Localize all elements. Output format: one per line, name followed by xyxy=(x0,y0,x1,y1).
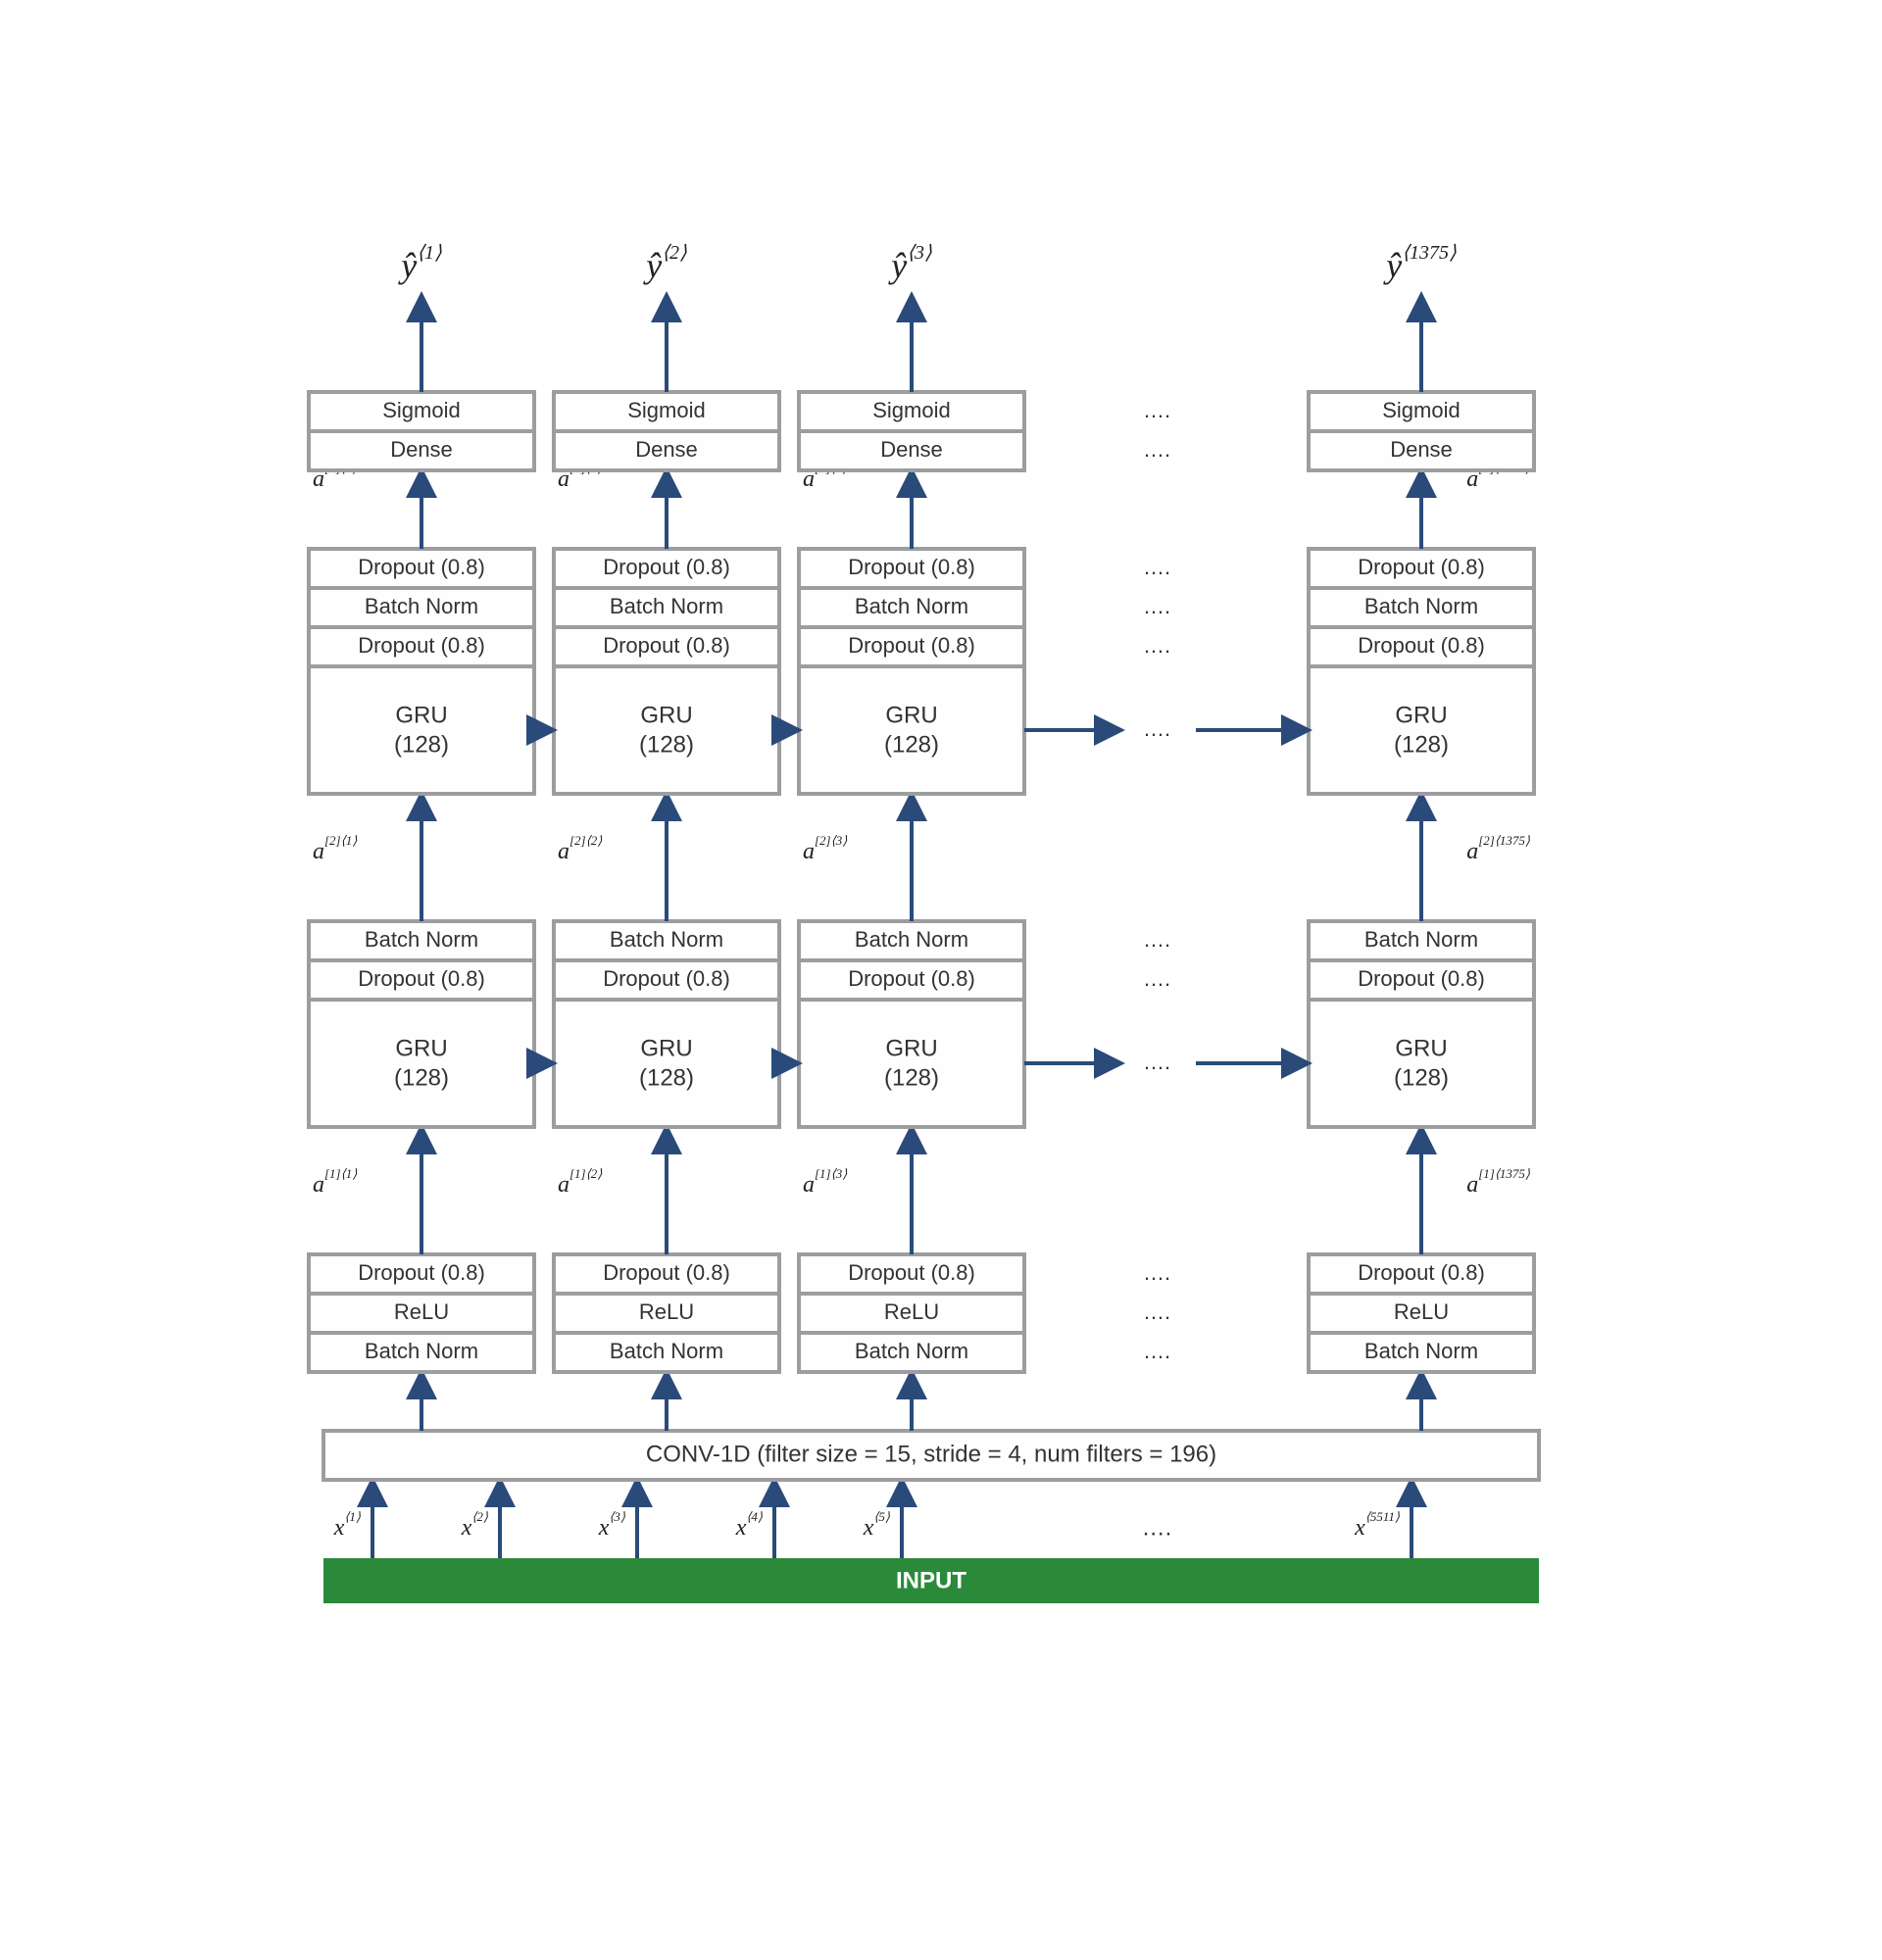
svg-text:CONV-1D (filter size = 15, str: CONV-1D (filter size = 15, stride = 4, n… xyxy=(646,1441,1216,1467)
svg-text:Dense: Dense xyxy=(390,437,453,462)
svg-text:Batch Norm: Batch Norm xyxy=(855,1339,968,1363)
svg-text:a[2]⟨2⟩: a[2]⟨2⟩ xyxy=(558,833,602,863)
svg-text:….: …. xyxy=(1143,633,1170,658)
svg-text:ReLU: ReLU xyxy=(1394,1299,1449,1324)
svg-text:Sigmoid: Sigmoid xyxy=(627,398,705,422)
svg-text:Dropout (0.8): Dropout (0.8) xyxy=(603,1260,730,1285)
svg-text:ReLU: ReLU xyxy=(884,1299,939,1324)
svg-text:(128): (128) xyxy=(1394,1064,1449,1091)
svg-text:….: …. xyxy=(1142,1514,1172,1541)
svg-text:Sigmoid: Sigmoid xyxy=(382,398,460,422)
svg-text:….: …. xyxy=(1143,716,1170,741)
svg-text:a[2]⟨3⟩: a[2]⟨3⟩ xyxy=(803,833,847,863)
svg-text:Dropout (0.8): Dropout (0.8) xyxy=(848,1260,975,1285)
svg-text:Dense: Dense xyxy=(880,437,943,462)
svg-text:Batch Norm: Batch Norm xyxy=(855,927,968,952)
svg-text:GRU: GRU xyxy=(885,1035,937,1061)
svg-text:ŷ⟨1375⟩: ŷ⟨1375⟩ xyxy=(1383,241,1457,285)
svg-text:x⟨2⟩: x⟨2⟩ xyxy=(461,1509,488,1540)
svg-text:….: …. xyxy=(1143,437,1170,462)
svg-text:….: …. xyxy=(1143,966,1170,991)
svg-text:Dropout (0.8): Dropout (0.8) xyxy=(603,555,730,579)
svg-text:….: …. xyxy=(1143,555,1170,579)
svg-text:Dropout (0.8): Dropout (0.8) xyxy=(1358,555,1485,579)
svg-text:x⟨1⟩: x⟨1⟩ xyxy=(333,1509,361,1540)
svg-text:….: …. xyxy=(1143,1260,1170,1285)
svg-text:GRU: GRU xyxy=(395,702,447,728)
svg-text:x⟨5511⟩: x⟨5511⟩ xyxy=(1354,1509,1400,1540)
svg-text:Dropout (0.8): Dropout (0.8) xyxy=(848,633,975,658)
svg-text:a[1]⟨1⟩: a[1]⟨1⟩ xyxy=(313,1166,357,1197)
svg-text:GRU: GRU xyxy=(885,702,937,728)
svg-text:….: …. xyxy=(1143,1299,1170,1324)
svg-text:Dropout (0.8): Dropout (0.8) xyxy=(848,966,975,991)
svg-text:Batch Norm: Batch Norm xyxy=(1364,927,1478,952)
svg-text:Dropout (0.8): Dropout (0.8) xyxy=(358,633,485,658)
svg-text:Dropout (0.8): Dropout (0.8) xyxy=(358,555,485,579)
svg-text:ReLU: ReLU xyxy=(639,1299,694,1324)
svg-text:(128): (128) xyxy=(884,1064,939,1091)
svg-text:Sigmoid: Sigmoid xyxy=(1382,398,1460,422)
svg-text:Dropout (0.8): Dropout (0.8) xyxy=(1358,1260,1485,1285)
svg-text:(128): (128) xyxy=(639,731,694,758)
svg-text:Dropout (0.8): Dropout (0.8) xyxy=(603,966,730,991)
svg-text:Batch Norm: Batch Norm xyxy=(610,594,723,618)
svg-text:(128): (128) xyxy=(394,731,449,758)
svg-text:GRU: GRU xyxy=(640,1035,692,1061)
svg-text:Batch Norm: Batch Norm xyxy=(365,1339,478,1363)
svg-text:Dropout (0.8): Dropout (0.8) xyxy=(848,555,975,579)
svg-text:Batch Norm: Batch Norm xyxy=(855,594,968,618)
svg-text:GRU: GRU xyxy=(1395,1035,1447,1061)
svg-text:Dropout (0.8): Dropout (0.8) xyxy=(358,966,485,991)
svg-text:Batch Norm: Batch Norm xyxy=(365,594,478,618)
svg-text:(128): (128) xyxy=(394,1064,449,1091)
svg-text:a[2]⟨1⟩: a[2]⟨1⟩ xyxy=(313,833,357,863)
svg-text:Dense: Dense xyxy=(635,437,698,462)
svg-text:Dropout (0.8): Dropout (0.8) xyxy=(1358,966,1485,991)
svg-text:x⟨3⟩: x⟨3⟩ xyxy=(598,1509,625,1540)
svg-text:….: …. xyxy=(1143,594,1170,618)
svg-text:(128): (128) xyxy=(884,731,939,758)
svg-text:Batch Norm: Batch Norm xyxy=(1364,1339,1478,1363)
svg-text:x⟨5⟩: x⟨5⟩ xyxy=(863,1509,890,1540)
svg-text:a[1]⟨2⟩: a[1]⟨2⟩ xyxy=(558,1166,602,1197)
svg-text:ReLU: ReLU xyxy=(394,1299,449,1324)
svg-text:Batch Norm: Batch Norm xyxy=(610,1339,723,1363)
svg-text:….: …. xyxy=(1143,1050,1170,1074)
architecture-diagram: INPUT x⟨1⟩ x⟨2⟩ x⟨3⟩ x⟨4⟩ x⟨5⟩ x⟨5511⟩ …. CONV-1… xyxy=(0,0,1882,1960)
svg-text:Sigmoid: Sigmoid xyxy=(872,398,950,422)
svg-text:a[1]⟨3⟩: a[1]⟨3⟩ xyxy=(803,1166,847,1197)
svg-text:ŷ⟨3⟩: ŷ⟨3⟩ xyxy=(888,241,932,285)
svg-text:Dropout (0.8): Dropout (0.8) xyxy=(603,633,730,658)
svg-text:GRU: GRU xyxy=(395,1035,447,1061)
svg-text:Dense: Dense xyxy=(1390,437,1453,462)
svg-text:GRU: GRU xyxy=(1395,702,1447,728)
svg-text:Dropout (0.8): Dropout (0.8) xyxy=(1358,633,1485,658)
svg-text:ŷ⟨1⟩: ŷ⟨1⟩ xyxy=(398,241,442,285)
svg-text:(128): (128) xyxy=(639,1064,694,1091)
svg-text:Batch Norm: Batch Norm xyxy=(610,927,723,952)
svg-text:ŷ⟨2⟩: ŷ⟨2⟩ xyxy=(643,241,687,285)
svg-text:….: …. xyxy=(1143,398,1170,422)
svg-text:Batch Norm: Batch Norm xyxy=(365,927,478,952)
svg-text:a[1]⟨1375⟩: a[1]⟨1375⟩ xyxy=(1466,1166,1530,1197)
svg-text:INPUT: INPUT xyxy=(896,1567,966,1593)
svg-text:….: …. xyxy=(1143,927,1170,952)
svg-text:….: …. xyxy=(1143,1339,1170,1363)
svg-text:GRU: GRU xyxy=(640,702,692,728)
svg-text:Dropout (0.8): Dropout (0.8) xyxy=(358,1260,485,1285)
svg-text:x⟨4⟩: x⟨4⟩ xyxy=(735,1509,763,1540)
svg-text:(128): (128) xyxy=(1394,731,1449,758)
svg-text:Batch Norm: Batch Norm xyxy=(1364,594,1478,618)
svg-text:a[2]⟨1375⟩: a[2]⟨1375⟩ xyxy=(1466,833,1530,863)
